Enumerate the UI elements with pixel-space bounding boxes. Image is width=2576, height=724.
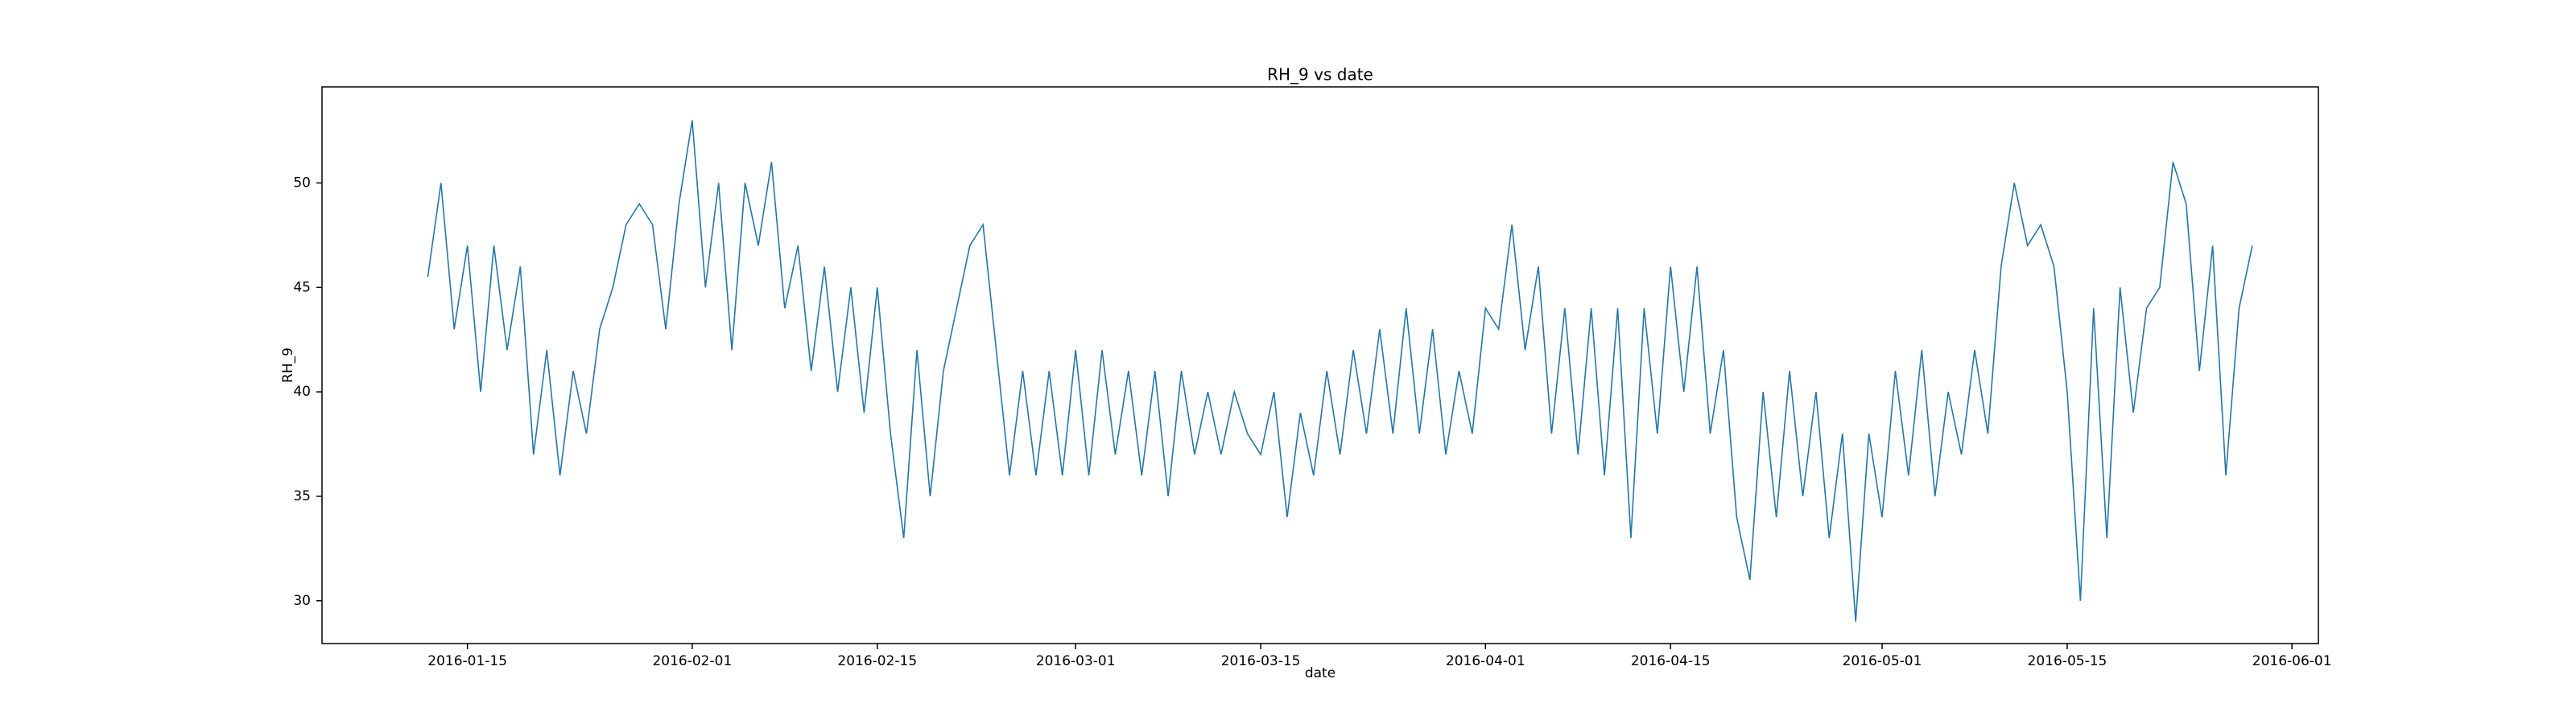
x-tick-label: 2016-05-01 xyxy=(1843,653,1922,669)
x-tick-label: 2016-05-15 xyxy=(2028,653,2107,669)
y-tick-label: 35 xyxy=(293,488,311,504)
x-tick-label: 2016-01-15 xyxy=(427,653,507,669)
x-tick-label: 2016-04-15 xyxy=(1631,653,1711,669)
y-axis-label: RH_9 xyxy=(280,348,296,383)
x-tick-label: 2016-02-01 xyxy=(652,653,732,669)
data-line xyxy=(427,120,2253,622)
y-tick-label: 40 xyxy=(293,384,311,400)
x-tick-label: 2016-02-15 xyxy=(837,653,917,669)
x-tick-label: 2016-04-01 xyxy=(1446,653,1525,669)
x-tick-label: 2016-03-15 xyxy=(1221,653,1301,669)
x-tick-label: 2016-03-01 xyxy=(1036,653,1116,669)
y-tick-label: 45 xyxy=(293,279,311,295)
x-axis-label: date xyxy=(1305,665,1335,681)
x-tick-label: 2016-06-01 xyxy=(2252,653,2332,669)
y-tick-label: 50 xyxy=(293,175,311,191)
y-tick-label: 30 xyxy=(293,593,311,609)
plot-frame xyxy=(321,86,2319,644)
chart-title: RH_9 vs date xyxy=(1267,65,1373,84)
